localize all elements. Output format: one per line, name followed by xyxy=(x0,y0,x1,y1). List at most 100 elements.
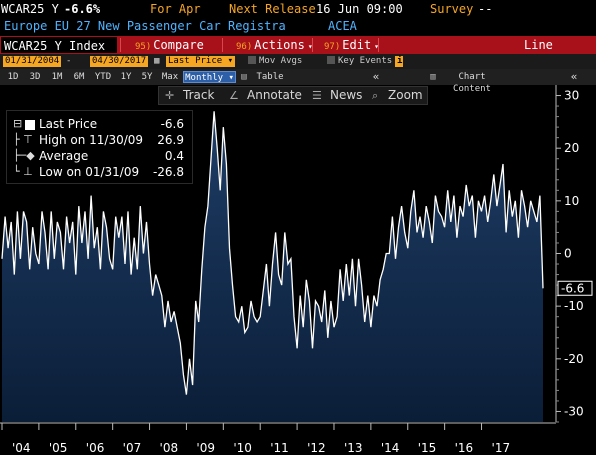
x-tick-label: '14 xyxy=(381,441,400,455)
table-icon: ▤ xyxy=(241,72,247,82)
checkbox-icon xyxy=(248,56,256,64)
annotate-icon: ∠ xyxy=(229,89,239,102)
function-bar: WCAR25 Y Index 95) Compare 96) Actions ▾ 97… xyxy=(0,36,596,70)
track-button[interactable]: Track xyxy=(183,88,215,102)
zoom-button[interactable]: Zoom xyxy=(388,88,423,102)
mov-avgs-toggle[interactable]: Mov Avgs xyxy=(246,56,304,67)
chart-content-button[interactable]: Chart Content xyxy=(453,72,491,94)
series-line xyxy=(1,111,544,395)
chart-toolbar: ✛ Track ∠ Annotate ☰ News ⌕ Zoom xyxy=(158,86,428,105)
x-tick-label: '05 xyxy=(49,441,68,455)
security-description: Europe EU 27 New Passenger Car Registra xyxy=(4,19,286,33)
y-tick-label: 30 xyxy=(564,89,579,103)
separator xyxy=(120,38,121,52)
actions-button[interactable]: 96) Actions ▾ xyxy=(236,36,313,54)
high-marker-icon: ├ ⊤ xyxy=(13,133,33,146)
collapse-right-icon[interactable]: « xyxy=(570,70,578,83)
chart-legend: ⊟ Last Price -6.6 ├ ⊤ High on 11/30/09 2… xyxy=(6,110,193,184)
period-1y[interactable]: 1Y xyxy=(120,72,132,82)
period-3d[interactable]: 3D xyxy=(29,72,41,82)
x-tick-label: '07 xyxy=(123,441,142,455)
description-bar: Europe EU 27 New Passenger Car Registra … xyxy=(0,18,596,36)
compare-label: Compare xyxy=(153,38,204,52)
x-tick-label: '04 xyxy=(12,441,31,455)
survey-label: Survey xyxy=(430,2,474,16)
chevron-down-icon: ▾ xyxy=(227,56,234,66)
search-icon: ⌕ xyxy=(372,89,379,102)
period-6m[interactable]: 6M xyxy=(73,72,85,82)
chart-content-icon: ▥ xyxy=(430,72,436,82)
line-chart[interactable]: 30 20 10 0 -10 -20 -30 -6.6 '04 '05 '06 '07 '08 '09 '… xyxy=(0,85,596,455)
next-release-value: 16 Jun 09:00 xyxy=(316,2,403,16)
separator xyxy=(378,38,379,52)
x-tick-label: '09 xyxy=(196,441,215,455)
y-tick-label: -10 xyxy=(564,299,584,313)
x-tick-label: '12 xyxy=(307,441,326,455)
legend-label: High on 11/30/09 xyxy=(39,133,144,147)
y-tick-label: 20 xyxy=(564,141,579,155)
compare-button[interactable]: 95) Compare xyxy=(135,36,204,54)
date-range-bar: 01/31/2004 - 04/30/2017 ▦ Last Price ▾ M… xyxy=(0,54,596,69)
period-5y[interactable]: 5Y xyxy=(141,72,153,82)
range-dash: - xyxy=(66,56,72,66)
separator xyxy=(222,38,223,52)
next-release-label: Next Release xyxy=(229,2,316,16)
chevron-down-icon: ▾ xyxy=(228,73,234,83)
ticker-input[interactable]: WCAR25 Y Index xyxy=(1,37,117,53)
period-1m[interactable]: 1M xyxy=(51,72,63,82)
security-header: WCAR25 Y -6.6% For Apr Next Release 16 J… xyxy=(0,0,596,18)
collapse-left-icon[interactable]: « xyxy=(372,70,380,83)
period-max[interactable]: Max xyxy=(161,72,179,82)
start-date-field[interactable]: 01/31/2004 xyxy=(3,56,62,67)
period-label: For Apr xyxy=(150,2,201,16)
chevron-down-icon: ▾ xyxy=(307,42,313,51)
x-tick-label: '08 xyxy=(160,441,179,455)
key-events-label: Key Events xyxy=(338,56,393,66)
x-tick-label: '11 xyxy=(270,441,289,455)
last-value-tag xyxy=(557,280,593,296)
frequency-label: Monthly xyxy=(185,73,224,83)
x-tick-label: '16 xyxy=(455,441,474,455)
legend-label: Low on 01/31/09 xyxy=(39,165,140,179)
chart-type-label: Line Chart xyxy=(524,38,560,70)
field-select[interactable]: Last Price ▾ xyxy=(166,56,236,67)
y-tick-label: 0 xyxy=(564,247,572,261)
calendar-icon[interactable]: ▦ xyxy=(154,56,160,66)
track-icon: ✛ xyxy=(165,89,175,102)
legend-value: -26.8 xyxy=(152,165,184,179)
x-tick-label: '13 xyxy=(344,441,363,455)
news-icon: ☰ xyxy=(312,89,322,102)
legend-row-average: ├─◆ Average 0.4 xyxy=(7,149,192,165)
actions-hotkey: 96) xyxy=(236,42,253,52)
legend-label: Average xyxy=(39,149,89,163)
y-tick-label: -20 xyxy=(564,352,584,366)
edit-button[interactable]: 97) Edit ▾ xyxy=(324,36,379,54)
key-events-toggle[interactable]: Key Events xyxy=(325,56,394,67)
legend-label: Last Price xyxy=(39,117,98,131)
last-change-value: -6.6% xyxy=(64,2,101,16)
y-tick-label: -30 xyxy=(564,404,584,418)
collapse-icon[interactable]: ⊟ xyxy=(13,117,23,130)
edit-label: Edit xyxy=(342,38,372,52)
info-icon[interactable]: i xyxy=(395,56,403,67)
legend-row-high: ├ ⊤ High on 11/30/09 26.9 xyxy=(7,133,192,149)
news-button[interactable]: News xyxy=(330,88,363,102)
legend-value: 0.4 xyxy=(164,149,184,163)
field-label: Last Price xyxy=(168,56,223,66)
source-label: ACEA xyxy=(328,19,357,33)
period-1d[interactable]: 1D xyxy=(7,72,19,82)
annotate-button[interactable]: Annotate xyxy=(247,88,302,102)
legend-value: 26.9 xyxy=(157,133,184,147)
legend-row-low: └ ⊥ Low on 01/31/09 -26.8 xyxy=(7,165,192,181)
table-button[interactable]: Table xyxy=(256,72,284,82)
separator xyxy=(312,38,313,52)
checkbox-icon xyxy=(327,56,335,64)
edit-hotkey: 97) xyxy=(324,42,341,52)
end-date-field[interactable]: 04/30/2017 xyxy=(90,56,149,67)
period-ytd[interactable]: YTD xyxy=(94,72,112,82)
survey-value: -- xyxy=(478,2,493,16)
ticker-label: WCAR25 Y xyxy=(1,2,59,16)
y-tick-label: 10 xyxy=(564,194,579,208)
legend-row-last-price[interactable]: ⊟ Last Price -6.6 xyxy=(7,117,192,133)
frequency-select[interactable]: Monthly ▾ xyxy=(183,71,236,83)
